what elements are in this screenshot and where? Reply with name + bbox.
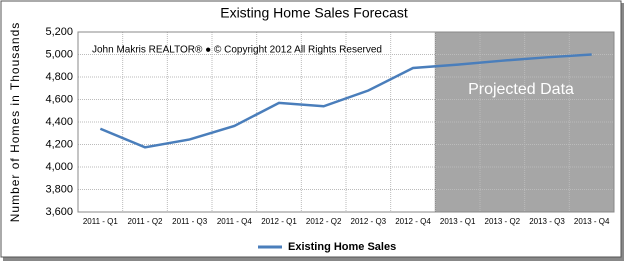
series-line bbox=[99, 53, 592, 149]
legend-label: Existing Home Sales bbox=[288, 241, 396, 253]
y-tick-label: 5,000 bbox=[45, 48, 73, 60]
y-tick-label: 3,600 bbox=[45, 206, 73, 218]
x-tick-label: 2012 - Q3 bbox=[351, 217, 387, 226]
y-tick-label: 4,200 bbox=[45, 138, 73, 150]
x-tick-label: 2011 - Q4 bbox=[217, 217, 253, 226]
y-axis-label: Number of Homes in Thousands bbox=[8, 22, 22, 223]
x-tick-label: 2012 - Q2 bbox=[306, 217, 342, 226]
copyright-note: John Makris REALTOR® ● © Copyright 2012 … bbox=[92, 45, 382, 56]
y-tick-label: 4,400 bbox=[45, 116, 73, 128]
chart-title: Existing Home Sales Forecast bbox=[220, 5, 408, 21]
x-tick-label: 2013 - Q1 bbox=[440, 217, 476, 226]
x-tick-label: 2012 - Q4 bbox=[395, 217, 431, 226]
y-tick-label: 4,000 bbox=[45, 161, 73, 173]
y-tick-label: 4,800 bbox=[45, 71, 73, 83]
projected-label: Projected Data bbox=[468, 81, 574, 98]
y-tick-label: 5,200 bbox=[45, 26, 73, 38]
x-tick-label: 2013 - Q3 bbox=[529, 217, 565, 226]
x-tick-label: 2011 - Q2 bbox=[128, 217, 164, 226]
x-tick-label: 2011 - Q3 bbox=[172, 217, 208, 226]
y-tick-label: 3,800 bbox=[45, 183, 73, 195]
x-tick-label: 2013 - Q4 bbox=[574, 217, 610, 226]
x-tick-label: 2013 - Q2 bbox=[485, 217, 521, 226]
x-tick-label: 2011 - Q1 bbox=[83, 217, 119, 226]
x-tick-label: 2012 - Q1 bbox=[261, 217, 297, 226]
plot-border bbox=[77, 31, 615, 213]
y-tick-label: 4,600 bbox=[45, 93, 73, 105]
